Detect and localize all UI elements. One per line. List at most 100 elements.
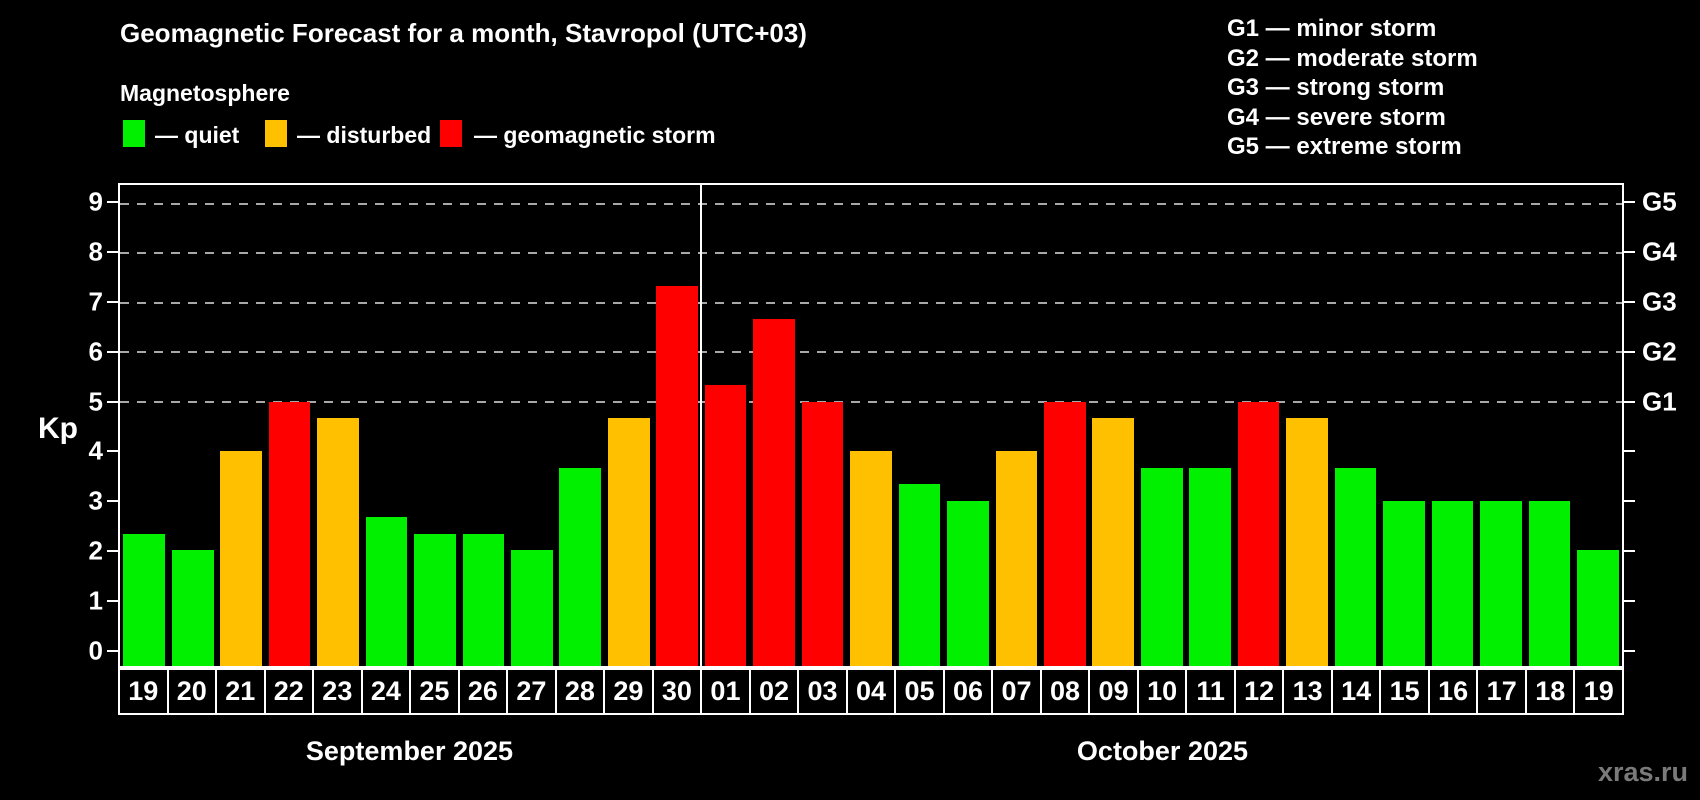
kp-bar-29-disturbed: [607, 418, 650, 666]
legend-label-quiet: — quiet: [155, 122, 240, 148]
kp-bar-01-storm: [704, 385, 747, 666]
tick-mark: [107, 450, 118, 453]
bar-column-day-05: [895, 185, 943, 666]
bar-column-day-26: [459, 185, 507, 666]
storm-scale-g5: G5 — extreme storm: [1227, 133, 1462, 160]
kp-bar-10-quiet: [1140, 467, 1183, 666]
day-label-10: 10: [1136, 668, 1188, 715]
day-label-27: 27: [506, 668, 557, 715]
y-tick-label-2: 2: [88, 535, 103, 566]
kp-bar-13-disturbed: [1286, 418, 1328, 666]
day-label-23: 23: [312, 668, 363, 715]
bar-column-day-19: [120, 185, 168, 666]
kp-bar-07-disturbed: [995, 451, 1038, 666]
kp-bar-26-quiet: [462, 533, 505, 666]
y-tick-label-0: 0: [88, 635, 103, 666]
legend-label-storm: — geomagnetic storm: [474, 122, 716, 148]
day-label-15: 15: [1379, 668, 1430, 715]
day-label-03: 03: [797, 668, 848, 715]
bar-column-day-21: [217, 185, 265, 666]
legend-swatch-disturbed: [265, 120, 287, 147]
tick-mark: [1624, 600, 1635, 603]
legend-swatch-storm: [440, 120, 462, 147]
day-label-25: 25: [409, 668, 460, 715]
bar-column-day-27: [508, 185, 556, 666]
kp-bar-11-quiet: [1189, 467, 1232, 666]
bar-series: [120, 185, 1622, 666]
day-label-28: 28: [554, 668, 606, 715]
kp-bar-12-storm: [1237, 401, 1280, 666]
day-label-16: 16: [1427, 668, 1479, 715]
bar-column-day-15: [1380, 185, 1428, 666]
y-axis-ticks-left: [107, 183, 118, 668]
tick-mark: [107, 600, 118, 603]
bar-column-day-22: [265, 185, 313, 666]
kp-bar-02-storm: [753, 319, 795, 666]
legend-swatch-quiet: [123, 120, 145, 147]
plot-area: [118, 183, 1624, 668]
y-axis-tick-labels: 0 1 2 3 4 5 6 7 8 9: [55, 183, 103, 668]
day-label-29: 29: [603, 668, 654, 715]
bar-column-day-11: [1186, 185, 1234, 666]
page-title: Geomagnetic Forecast for a month, Stavro…: [120, 18, 807, 48]
day-label-24: 24: [360, 668, 412, 715]
day-label-18: 18: [1524, 668, 1576, 715]
storm-scale-g1: G1 — minor storm: [1227, 15, 1437, 42]
y-axis-title: Kp: [38, 412, 78, 445]
kp-bar-08-storm: [1044, 401, 1086, 666]
tick-mark: [1624, 500, 1635, 503]
bar-column-day-24: [362, 185, 410, 666]
right-axis-g-labels: G1 G2 G3 G4 G5: [1642, 183, 1700, 668]
day-label-08: 08: [1039, 668, 1091, 715]
bar-column-day-10: [1138, 185, 1186, 666]
kp-bar-23-disturbed: [317, 418, 359, 666]
gridline-kp-9: [120, 202, 1622, 205]
g-level-label-g4: G4: [1642, 236, 1677, 267]
y-tick-label-5: 5: [88, 386, 103, 417]
storm-scale-g2: G2 — moderate storm: [1227, 44, 1478, 72]
kp-bar-05-quiet: [898, 484, 941, 666]
y-tick-label-3: 3: [88, 485, 103, 516]
y-tick-label-4: 4: [88, 435, 103, 466]
kp-bar-28-quiet: [559, 467, 602, 666]
day-label-04: 04: [845, 668, 897, 715]
g-level-label-g2: G2: [1642, 336, 1677, 367]
day-label-05: 05: [894, 668, 945, 715]
kp-bar-18-quiet: [1528, 500, 1571, 666]
day-label-19: 19: [1573, 668, 1624, 715]
day-label-01: 01: [700, 668, 751, 715]
x-axis-day-labels: 19 20 21 22 23 24 25 26 27 28 29 30 01 02 03 04 05 06 07 08…: [118, 668, 1624, 715]
kp-bar-04-disturbed: [850, 451, 892, 666]
day-label-09: 09: [1088, 668, 1139, 715]
bar-column-day-07: [992, 185, 1040, 666]
g-level-label-g1: G1: [1642, 386, 1677, 417]
kp-bar-09-disturbed: [1092, 418, 1135, 666]
bar-column-day-23: [314, 185, 362, 666]
day-label-30: 30: [651, 668, 703, 715]
bar-column-day-16: [1428, 185, 1476, 666]
tick-mark: [1624, 650, 1635, 653]
bar-column-day-29: [605, 185, 653, 666]
kp-bar-24-quiet: [365, 517, 408, 666]
gridline-kp-7: [120, 301, 1622, 304]
y-tick-label-1: 1: [88, 585, 103, 616]
kp-bar-06-quiet: [947, 500, 989, 666]
y-tick-label-9: 9: [88, 186, 103, 217]
y-axis-ticks-right: [1624, 183, 1635, 668]
storm-scale-g3: G3 — strong storm: [1227, 74, 1445, 101]
day-label-26: 26: [457, 668, 509, 715]
tick-mark: [1624, 300, 1635, 303]
kp-bar-14-quiet: [1334, 467, 1377, 666]
day-label-22: 22: [263, 668, 315, 715]
day-label-11: 11: [1185, 668, 1236, 715]
kp-bar-19-quiet: [123, 533, 166, 666]
day-label-17: 17: [1476, 668, 1527, 715]
kp-bar-16-quiet: [1431, 500, 1474, 666]
day-label-21: 21: [215, 668, 266, 715]
day-label-02: 02: [748, 668, 800, 715]
gridline-kp-8: [120, 252, 1622, 255]
bar-column-day-02: [750, 185, 798, 666]
kp-bar-27-quiet: [511, 550, 553, 666]
kp-bar-03-storm: [801, 401, 844, 666]
